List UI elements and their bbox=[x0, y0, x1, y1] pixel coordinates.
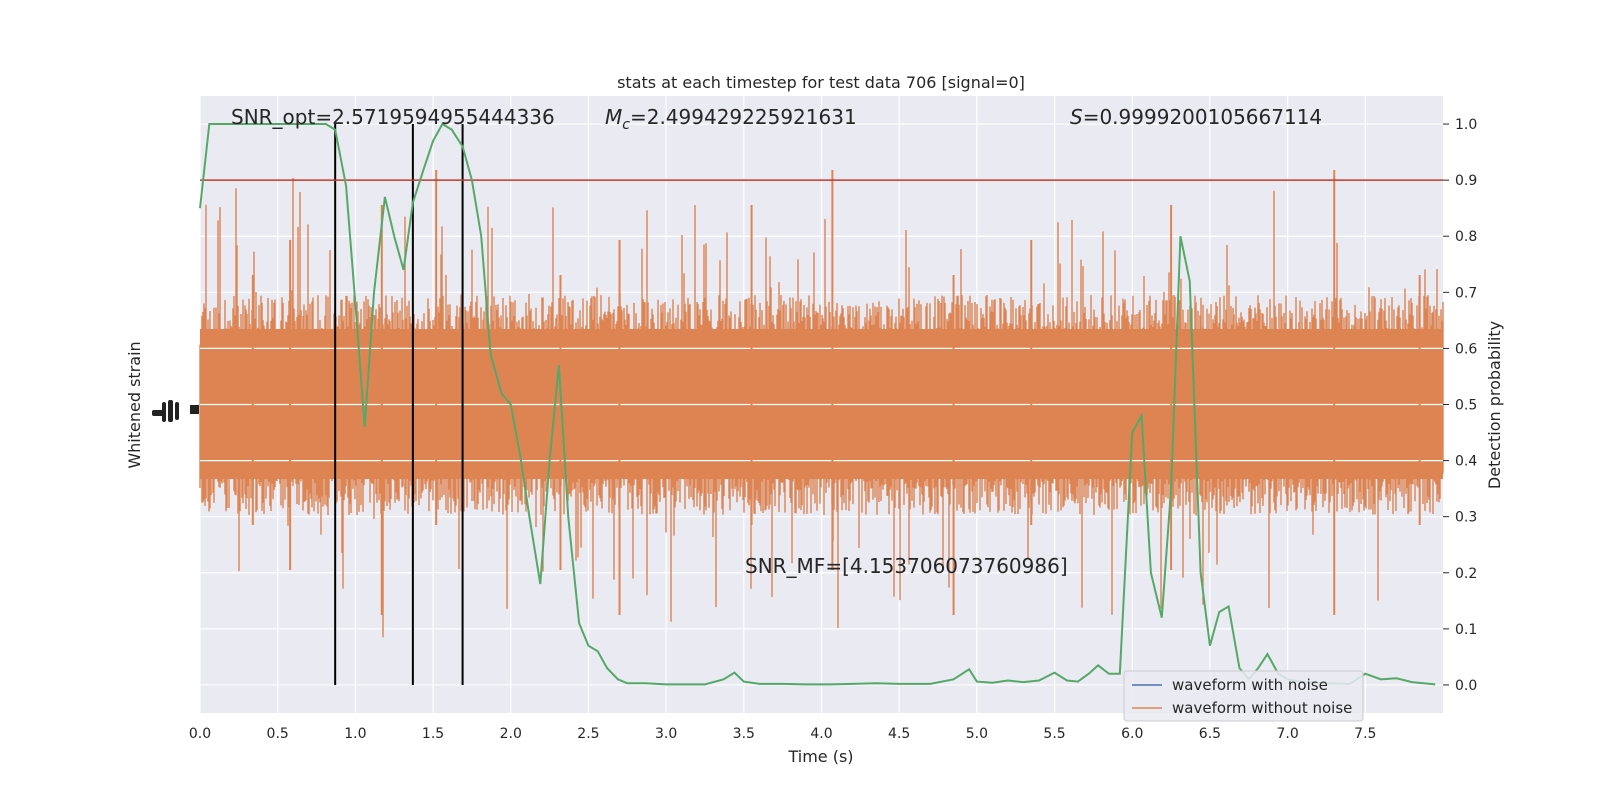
vertical-markers bbox=[334, 124, 464, 685]
legend-label-with-noise: waveform with noise bbox=[1172, 676, 1328, 694]
x-tick-label: 2.5 bbox=[577, 726, 599, 742]
y-tick-labels: 0.0 0.1 0.2 0.3 0.4 0.5 0.6 0.7 0.8 0.9 1.0 bbox=[1443, 117, 1477, 694]
y-tick-label: 0.3 bbox=[1455, 510, 1477, 526]
x-axis-label: Time (s) bbox=[787, 747, 853, 766]
snr-mf-annotation: SNR_MF=[4.153706073760986] bbox=[745, 554, 1068, 578]
snr-opt-annotation: SNR_opt=2.5719594955444336 bbox=[231, 105, 555, 129]
y-tick-label: 0.0 bbox=[1455, 678, 1477, 694]
strain-series bbox=[199, 170, 1444, 638]
s-annotation: S=0.9999200105667114 bbox=[1070, 105, 1322, 129]
x-tick-label: 6.0 bbox=[1121, 726, 1143, 742]
y-tick-label: 0.7 bbox=[1455, 285, 1477, 301]
x-tick-label: 7.5 bbox=[1354, 726, 1376, 742]
legend-label-without-noise: waveform without noise bbox=[1172, 699, 1352, 717]
x-tick-label: 4.5 bbox=[888, 726, 910, 742]
x-tick-label: 7.0 bbox=[1276, 726, 1298, 742]
s-annotation-value: =0.9999200105667114 bbox=[1083, 105, 1322, 129]
x-tick-label: 5.0 bbox=[966, 726, 988, 742]
x-tick-label: 1.0 bbox=[344, 726, 366, 742]
x-tick-label: 6.5 bbox=[1199, 726, 1221, 742]
x-tick-label: 3.0 bbox=[655, 726, 677, 742]
chart-title: stats at each timestep for test data 706… bbox=[617, 73, 1025, 92]
legend: waveform with noise waveform without noi… bbox=[1123, 670, 1364, 722]
detection-probability-line bbox=[199, 122, 1436, 686]
mc-annotation: Mc=2.499429225921631 bbox=[605, 105, 857, 133]
x-tick-label: 0.0 bbox=[189, 726, 211, 742]
y-tick-label: 0.1 bbox=[1455, 622, 1477, 638]
x-tick-labels: 0.0 0.5 1.0 1.5 2.0 2.5 3.0 3.5 4.0 4.5 5.0 5.5 6.0 6… bbox=[189, 726, 1377, 742]
x-tick-label: 2.0 bbox=[500, 726, 522, 742]
mc-annotation-value: =2.499429225921631 bbox=[630, 105, 857, 129]
left-axis-squiggle bbox=[152, 400, 199, 422]
x-tick-label: 0.5 bbox=[267, 726, 289, 742]
y-axis-label-right: Detection probability bbox=[1485, 321, 1504, 489]
y-tick-label: 0.6 bbox=[1455, 341, 1477, 357]
x-tick-label: 4.0 bbox=[810, 726, 832, 742]
y-tick-label: 0.4 bbox=[1455, 454, 1477, 470]
y-tick-label: 0.5 bbox=[1455, 398, 1477, 414]
y-tick-label: 0.2 bbox=[1455, 566, 1477, 582]
y-tick-label: 1.0 bbox=[1455, 117, 1477, 133]
legend-box bbox=[1123, 670, 1364, 722]
x-tick-label: 3.5 bbox=[733, 726, 755, 742]
y-tick-label: 0.9 bbox=[1455, 173, 1477, 189]
y-tick-label: 0.8 bbox=[1455, 229, 1477, 245]
y-axis-label-left: Whitened strain bbox=[125, 341, 144, 468]
x-tick-label: 1.5 bbox=[422, 726, 444, 742]
x-tick-label: 5.5 bbox=[1043, 726, 1065, 742]
